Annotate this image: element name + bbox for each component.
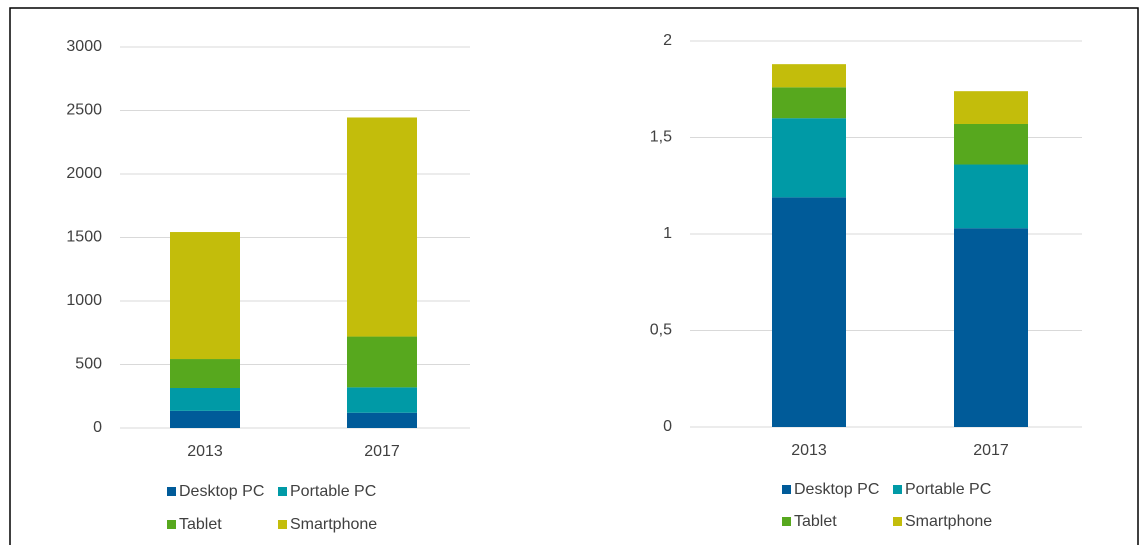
bar-segment xyxy=(170,232,240,360)
bar-segment xyxy=(772,87,846,119)
bar-segment xyxy=(772,64,846,88)
legend-swatch xyxy=(167,520,176,529)
bar-segment xyxy=(954,228,1028,427)
bar-segment xyxy=(347,336,417,388)
bar-segment xyxy=(954,164,1028,229)
legend-swatch xyxy=(893,485,902,494)
legend-label: Tablet xyxy=(179,516,222,533)
bar-segment xyxy=(772,197,846,427)
y-tick-label: 500 xyxy=(75,356,102,373)
legend-label: Smartphone xyxy=(290,516,377,533)
x-tick-label: 2013 xyxy=(791,442,827,459)
legend-swatch xyxy=(278,487,287,496)
bar-segment xyxy=(170,410,240,428)
legend-label: Desktop PC xyxy=(794,481,879,498)
bar-segment xyxy=(772,118,846,198)
bar-segment xyxy=(170,387,240,411)
bar-segment xyxy=(347,387,417,413)
y-tick-label: 0 xyxy=(93,419,102,436)
bar-segment xyxy=(954,123,1028,165)
bar-segment xyxy=(170,359,240,388)
bar-segment xyxy=(347,412,417,428)
y-tick-label: 3000 xyxy=(66,38,102,55)
legend-swatch xyxy=(782,485,791,494)
y-tick-label: 0 xyxy=(663,418,672,435)
legend-swatch xyxy=(782,517,791,526)
y-tick-label: 2000 xyxy=(66,165,102,182)
bar-segment xyxy=(347,117,417,337)
y-tick-label: 2 xyxy=(663,32,672,49)
legend-label: Portable PC xyxy=(905,481,991,498)
legend-label: Tablet xyxy=(794,513,837,530)
y-tick-label: 2500 xyxy=(66,102,102,119)
x-tick-label: 2017 xyxy=(973,442,1009,459)
legend-label: Desktop PC xyxy=(179,483,264,500)
frame xyxy=(9,7,1139,545)
legend-swatch xyxy=(893,517,902,526)
legend-swatch xyxy=(278,520,287,529)
x-tick-label: 2017 xyxy=(364,443,400,460)
y-tick-label: 0,5 xyxy=(650,322,672,339)
legend-label: Portable PC xyxy=(290,483,376,500)
y-tick-label: 1000 xyxy=(66,292,102,309)
legend-label: Smartphone xyxy=(905,513,992,530)
legend-swatch xyxy=(167,487,176,496)
y-tick-label: 1500 xyxy=(66,229,102,246)
y-tick-label: 1,5 xyxy=(650,129,672,146)
y-tick-label: 1 xyxy=(663,225,672,242)
x-tick-label: 2013 xyxy=(187,443,223,460)
bar-segment xyxy=(954,91,1028,124)
